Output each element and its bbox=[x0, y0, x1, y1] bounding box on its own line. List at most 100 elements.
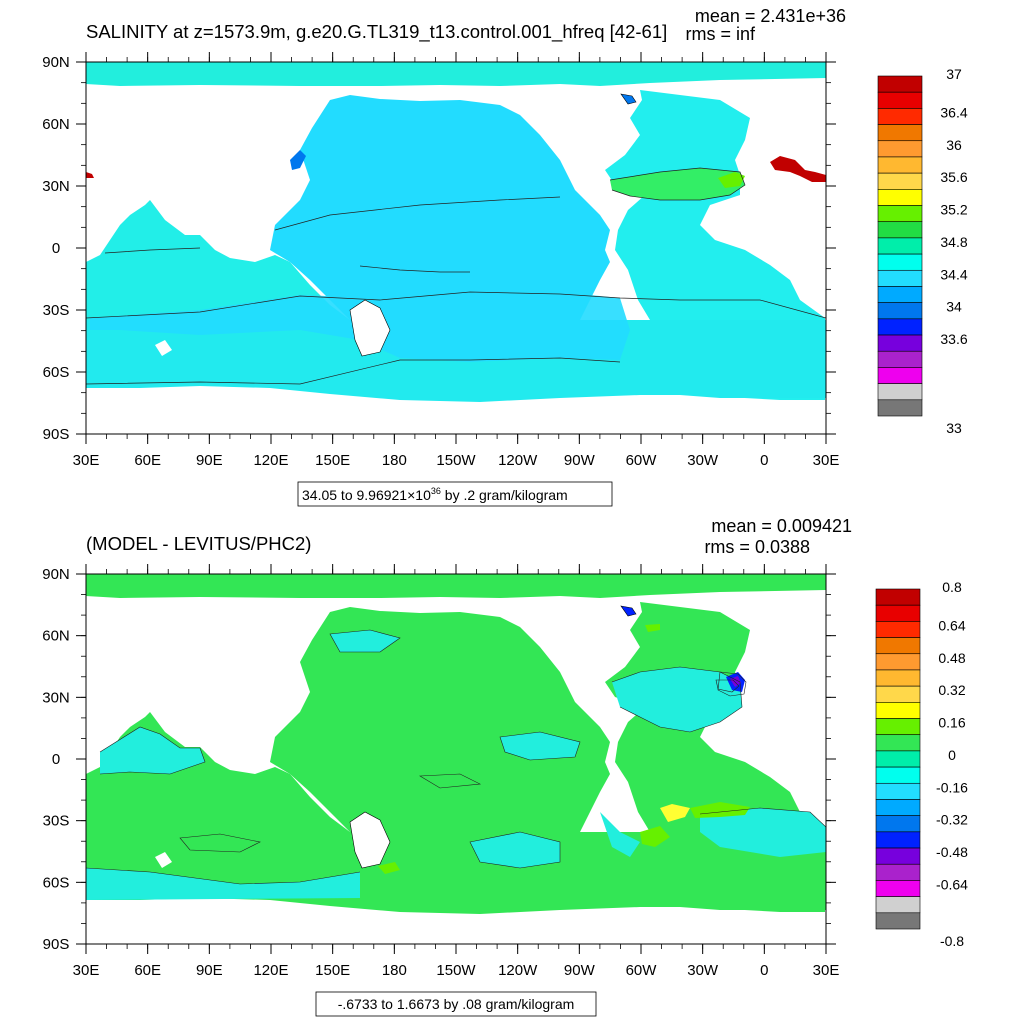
lon-label: 150E bbox=[315, 962, 350, 979]
lon-label: 90W bbox=[564, 452, 596, 469]
lon-label: 120E bbox=[253, 452, 288, 469]
colorbar-swatch bbox=[875, 799, 921, 816]
lon-label: 30W bbox=[687, 962, 719, 979]
top-map bbox=[86, 62, 826, 434]
colorbar-label: 36 bbox=[946, 137, 962, 153]
new-zealand-land bbox=[349, 811, 391, 869]
top-lon-labels: 30E 60E 90E 120E 150E 180 150W 120W 90W 60W 30W 0 30… bbox=[73, 452, 840, 469]
lon-label: 90E bbox=[196, 452, 223, 469]
colorbar-swatch bbox=[875, 718, 921, 736]
bottom-colorbar-labels: 0.8 0.64 0.48 0.32 0.16 0 -0.16 -0.32 -0.48 -0.64… bbox=[936, 579, 968, 949]
colorbar-swatch bbox=[875, 621, 921, 638]
top-colorbar bbox=[877, 75, 923, 417]
lat-label: 60S bbox=[43, 874, 70, 891]
colorbar-label: -0.64 bbox=[936, 876, 968, 892]
pacific-ocean-fill bbox=[270, 607, 610, 887]
atlantic-green-core bbox=[610, 168, 745, 200]
bottom-mean: mean = 0.009421 bbox=[711, 516, 852, 536]
lon-label: 90E bbox=[196, 962, 223, 979]
colorbar-swatch bbox=[877, 237, 923, 255]
colorbar-label: 34.8 bbox=[940, 234, 967, 250]
colorbar-swatch bbox=[877, 124, 923, 142]
lon-label: 0 bbox=[760, 452, 768, 469]
lat-label: 30N bbox=[42, 689, 70, 706]
north-atlantic-negative bbox=[612, 667, 742, 732]
colorbar-label: -0.8 bbox=[940, 933, 964, 949]
lon-label: 120E bbox=[253, 962, 288, 979]
colorbar-swatch bbox=[875, 863, 921, 881]
colorbar-swatch bbox=[875, 637, 921, 655]
top-ticks bbox=[76, 52, 836, 444]
lon-label: 30E bbox=[73, 452, 100, 469]
colorbar-swatch bbox=[877, 75, 923, 93]
colorbar-swatch bbox=[877, 350, 923, 368]
lat-label: 90S bbox=[43, 426, 70, 443]
top-title: SALINITY at z=1573.9m, g.e20.G.TL319_t13… bbox=[86, 21, 667, 43]
lat-label: 30S bbox=[43, 813, 70, 830]
lat-label: 30S bbox=[43, 302, 70, 319]
colorbar-label: 0.48 bbox=[938, 650, 965, 666]
colorbar-swatch bbox=[877, 269, 923, 287]
colorbar-swatch bbox=[875, 604, 921, 622]
colorbar-swatch bbox=[875, 588, 921, 606]
colorbar-swatch bbox=[877, 189, 923, 206]
colorbar-label: 0.16 bbox=[938, 715, 965, 731]
lat-label: 30N bbox=[42, 178, 70, 195]
bottom-rms: rms = 0.0388 bbox=[704, 537, 810, 557]
colorbar-swatch bbox=[875, 896, 921, 914]
colorbar-label: 33.6 bbox=[940, 331, 967, 347]
colorbar-label: 36.4 bbox=[940, 104, 967, 120]
colorbar-swatch bbox=[875, 766, 921, 784]
lon-label: 60W bbox=[626, 452, 658, 469]
top-colorbar-labels: 37 36.4 36 35.6 35.2 34.8 34.4 34 33.6 33 bbox=[940, 66, 967, 436]
lon-label: 90W bbox=[564, 962, 596, 979]
bottom-map bbox=[86, 574, 826, 944]
colorbar-label: 37 bbox=[946, 66, 962, 82]
arctic-ocean-fill bbox=[86, 574, 826, 598]
new-zealand-land bbox=[349, 299, 391, 357]
arctic-ocean-fill bbox=[86, 62, 826, 86]
bottom-lon-labels: 30E 60E 90E 120E 150E 180 150W 120W 90W 60W 30W 0 30… bbox=[73, 962, 840, 979]
colorbar-swatch bbox=[875, 702, 921, 719]
colorbar-swatch bbox=[877, 108, 923, 125]
colorbar-swatch bbox=[875, 734, 921, 752]
colorbar-label: 35.2 bbox=[940, 202, 967, 218]
lon-label: 180 bbox=[382, 452, 407, 469]
colorbar-swatch bbox=[877, 302, 923, 320]
mediterranean-feature bbox=[770, 156, 826, 182]
colorbar-swatch bbox=[875, 847, 921, 865]
lat-label: 0 bbox=[52, 751, 60, 768]
colorbar-label: 34 bbox=[946, 299, 962, 315]
colorbar-swatch bbox=[875, 815, 921, 833]
top-rms: rms = inf bbox=[685, 24, 756, 44]
bottom-title: (MODEL - LEVITUS/PHC2) bbox=[86, 533, 311, 554]
colorbar-swatch bbox=[875, 685, 921, 703]
colorbar-swatch bbox=[877, 91, 923, 109]
lon-label: 150E bbox=[315, 452, 350, 469]
colorbar-swatch bbox=[877, 156, 923, 174]
lat-label: 90N bbox=[42, 566, 70, 583]
bottom-range-box bbox=[315, 991, 597, 1017]
japan-sea-feature bbox=[290, 150, 306, 170]
bottom-range-note: -.6733 to 1.6673 by .08 gram/kilogram bbox=[338, 996, 575, 1012]
lat-label: 60N bbox=[42, 116, 70, 133]
colorbar-label: 35.6 bbox=[940, 169, 967, 185]
colorbar-label: 0 bbox=[948, 747, 956, 763]
colorbar-label: -0.48 bbox=[936, 844, 968, 860]
lon-label: 150W bbox=[436, 452, 476, 469]
colorbar-swatch bbox=[877, 383, 923, 401]
lon-label: 150W bbox=[436, 962, 476, 979]
bottom-panel: (MODEL - LEVITUS/PHC2) mean = 0.009421 r… bbox=[42, 516, 968, 1017]
lat-label: 90S bbox=[43, 936, 70, 953]
top-mean: mean = 2.431e+36 bbox=[695, 6, 846, 26]
colorbar-swatch bbox=[877, 172, 923, 190]
bottom-lat-labels: 90N 60N 30N 0 30S 60S 90S bbox=[42, 566, 70, 953]
colorbar-swatch bbox=[877, 205, 923, 223]
lon-label: 30E bbox=[813, 962, 840, 979]
lon-label: 30W bbox=[687, 452, 719, 469]
colorbar-swatch bbox=[875, 782, 921, 800]
colorbar-swatch bbox=[877, 221, 923, 239]
top-range-note: 34.05 to 9.96921×1036 by .2 gram/kilogra… bbox=[302, 486, 568, 503]
colorbar-swatch bbox=[875, 653, 921, 671]
